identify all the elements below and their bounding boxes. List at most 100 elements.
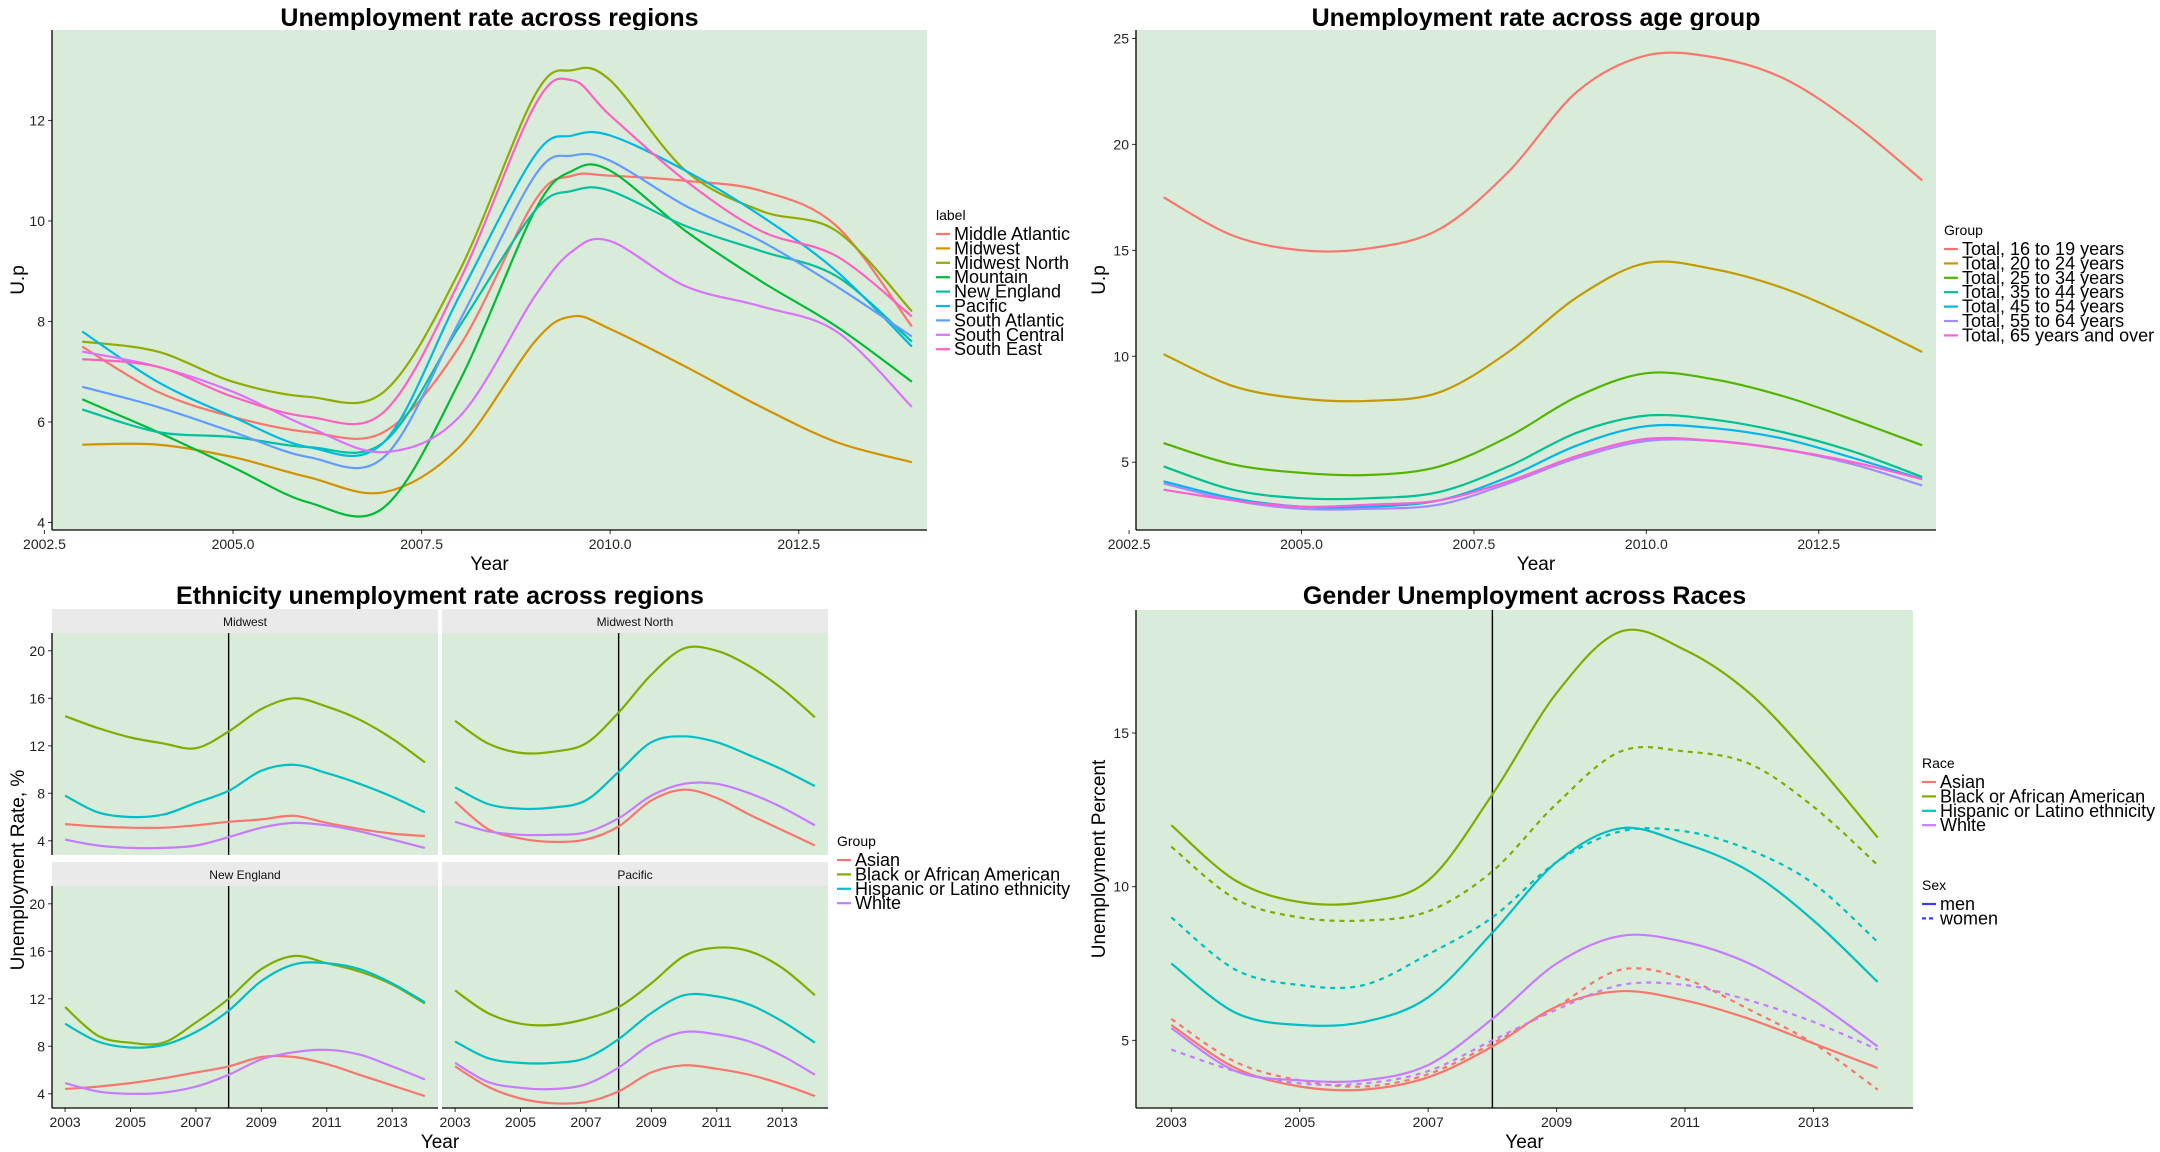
x-axis-title: Year xyxy=(1505,1132,1544,1152)
y-tick-label: 4 xyxy=(37,1086,45,1102)
x-tick-label: 2007.5 xyxy=(1453,536,1496,552)
legend-title: Race xyxy=(1922,755,1955,771)
facet-strip xyxy=(442,609,828,633)
x-tick-label: 2009 xyxy=(1541,1114,1572,1130)
facet-panel: Midwest 4 8 12 16 20 xyxy=(29,609,438,855)
x-axis-title: Year xyxy=(421,1132,460,1152)
y-axis-title: U.p xyxy=(1089,265,1110,295)
series-line xyxy=(64,954,426,1046)
x-tick-label: 2010.0 xyxy=(589,536,632,552)
y-tick-label: 10 xyxy=(1113,879,1129,895)
legend-label: New England xyxy=(954,282,1061,302)
y-tick-label: 4 xyxy=(37,514,45,530)
series-line xyxy=(81,130,913,458)
series-line xyxy=(65,814,425,838)
series-line xyxy=(82,66,913,405)
x-tick-label: 2002.5 xyxy=(23,536,66,552)
legend-label: women xyxy=(1939,908,1998,928)
y-tick-label: 5 xyxy=(1121,1032,1129,1048)
legend-label: Midwest North xyxy=(954,253,1069,273)
series-line xyxy=(454,992,816,1065)
legend-label: Hispanic or Latino ethnicity xyxy=(855,879,1070,899)
legend-label: Total, 35 to 44 years xyxy=(1962,282,2124,302)
y-tick-label: 25 xyxy=(1113,30,1129,46)
x-axis-title: Year xyxy=(1517,554,1556,575)
facet-strip xyxy=(52,862,438,886)
y-tick-label: 12 xyxy=(29,112,45,128)
x-tick-label: 2005 xyxy=(505,1114,536,1130)
series-line xyxy=(454,1064,816,1105)
x-tick-label: 2010.0 xyxy=(1625,536,1668,552)
y-tick-label: 20 xyxy=(1113,136,1129,152)
chart-title: Ethnicity unemployment rate across regio… xyxy=(176,582,704,610)
y-axis-title: U.p xyxy=(8,265,29,295)
legend-label: Midwest xyxy=(954,238,1020,258)
facet-strip xyxy=(52,609,438,633)
x-tick-label: 2002.5 xyxy=(1108,536,1151,552)
series-line xyxy=(454,735,816,811)
series-line xyxy=(454,946,816,1027)
facet-strip-label: New England xyxy=(209,868,280,882)
series-line xyxy=(81,186,913,454)
legend-label: Total, 25 to 34 years xyxy=(1962,268,2124,288)
x-tick-label: 2005.0 xyxy=(212,536,255,552)
legend-title: Group xyxy=(1944,222,1983,238)
series-line xyxy=(81,163,913,518)
series-line xyxy=(1170,967,1879,1091)
facet-panel: Pacific 2003 2005 2007 2009 2011 2013 xyxy=(440,862,828,1130)
legend-label: White xyxy=(855,893,901,913)
series-line xyxy=(1163,413,1923,501)
y-tick-label: 12 xyxy=(29,738,45,754)
series-line xyxy=(1170,981,1879,1087)
x-tick-label: 2009 xyxy=(636,1114,667,1130)
y-tick-label: 15 xyxy=(1113,725,1129,741)
plot-panel xyxy=(1136,30,1936,530)
legend-label: Hispanic or Latino ethnicity xyxy=(1940,801,2155,821)
legend-label: Asian xyxy=(855,850,900,870)
series-line xyxy=(64,821,426,850)
y-tick-label: 12 xyxy=(29,991,45,1007)
plot-panel xyxy=(52,633,438,855)
legend-label: White xyxy=(1940,815,1986,835)
legend-label: Middle Atlantic xyxy=(954,224,1070,244)
facet-strip-label: Pacific xyxy=(617,868,652,882)
chart-regions: Unemployment rate across regions 4 6 8 10 12 2… xyxy=(8,4,1070,575)
y-tick-label: 16 xyxy=(29,943,45,959)
series-line xyxy=(454,788,816,847)
x-tick-label: 2012.5 xyxy=(777,536,820,552)
series-line xyxy=(65,1054,426,1098)
facet-strip-label: Midwest North xyxy=(597,615,674,629)
x-tick-label: 2007 xyxy=(1413,1114,1444,1130)
legend-label: Black or African American xyxy=(855,864,1060,884)
y-tick-label: 10 xyxy=(29,213,45,229)
x-tick-label: 2007.5 xyxy=(400,536,443,552)
legend-label: Pacific xyxy=(954,296,1007,316)
legend-label: South Central xyxy=(954,325,1064,345)
legend-label: Total, 20 to 24 years xyxy=(1962,253,2124,273)
y-tick-label: 4 xyxy=(37,833,45,849)
legend-label: Mountain xyxy=(954,267,1028,287)
legend-label: Total, 45 to 54 years xyxy=(1962,297,2124,317)
series-line xyxy=(454,1030,816,1091)
series-line xyxy=(454,781,816,837)
y-tick-label: 16 xyxy=(29,690,45,706)
series-line xyxy=(81,152,913,470)
x-tick-label: 2007 xyxy=(570,1114,601,1130)
chart-ethnicity-facets: Ethnicity unemployment rate across regio… xyxy=(8,582,1070,1152)
series-line xyxy=(1170,826,1879,1027)
facet-panel: New England 4 8 12 16 20 2003 2005 2007 2009 2011 2… xyxy=(29,862,438,1130)
x-tick-label: 2009 xyxy=(246,1114,277,1130)
x-tick-label: 2011 xyxy=(702,1114,732,1130)
legend-title: Sex xyxy=(1922,877,1946,893)
series-line xyxy=(1163,371,1923,477)
chart-title: Unemployment rate across regions xyxy=(280,4,698,32)
x-tick-label: 2005 xyxy=(115,1114,146,1130)
series-line xyxy=(1170,628,1879,906)
x-tick-label: 2013 xyxy=(1798,1114,1829,1130)
x-axis-title: Year xyxy=(470,554,509,575)
series-line xyxy=(64,1048,426,1095)
x-tick-label: 2012.5 xyxy=(1797,536,1840,552)
series-line xyxy=(82,314,913,495)
legend-label: men xyxy=(1940,894,1975,914)
